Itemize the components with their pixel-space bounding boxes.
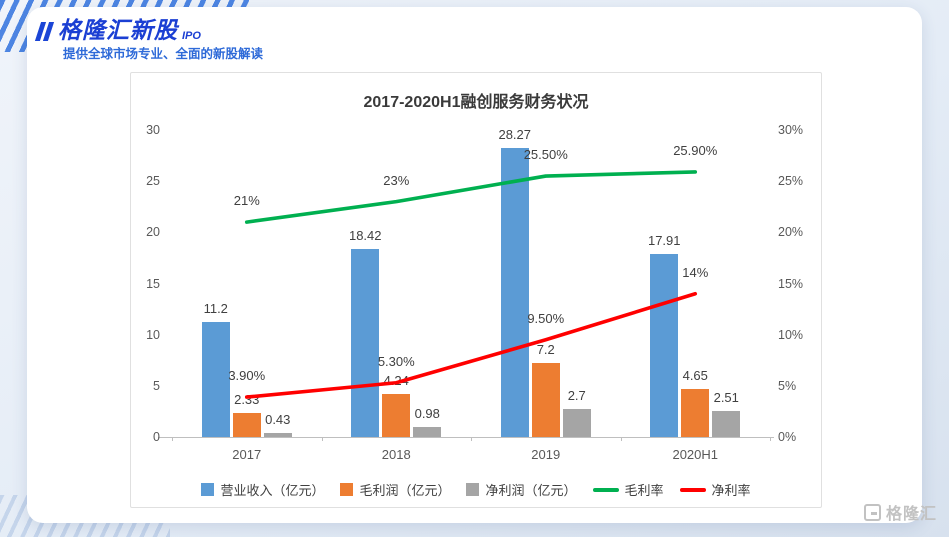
bar-revenue-2018	[351, 248, 380, 437]
gelonghui-logo-icon	[863, 503, 881, 521]
bar-gross-profit-2017	[232, 413, 261, 437]
line-value-label: 5.30%	[377, 353, 415, 369]
right-axis-tick-label: 30%	[778, 123, 804, 137]
x-axis-tick	[172, 437, 173, 441]
bar-value-label: 2.33	[234, 392, 260, 408]
legend-item: 毛利率	[592, 480, 664, 499]
chart-title: 2017-2020H1融创服务财务状况	[363, 94, 589, 111]
line-value-label: 25.50%	[523, 147, 568, 163]
bar-value-label: 0.98	[414, 405, 440, 421]
brand-sublabel: IPO	[182, 30, 201, 42]
legend-label: 营业收入（亿元）	[220, 483, 325, 498]
x-axis-tick	[471, 437, 472, 441]
left-axis-tick-label: 10	[146, 327, 160, 342]
right-axis-tick-label: 20%	[778, 225, 804, 240]
legend-swatch-icon	[340, 483, 354, 496]
left-axis-tick-label: 0	[153, 430, 160, 444]
line-value-label: 14%	[682, 264, 709, 280]
bar-value-label: 7.2	[536, 342, 555, 358]
watermark: 格隆汇	[863, 500, 937, 524]
bar-value-label: 0.43	[265, 411, 291, 427]
left-axis-tick-label: 30	[146, 123, 160, 137]
bar-gross-profit-2018	[382, 393, 411, 437]
line-value-label: 23%	[383, 172, 410, 188]
x-axis-tick	[321, 437, 323, 441]
category-label: 2019	[531, 447, 561, 462]
legend-label: 毛利率	[624, 483, 664, 498]
right-axis-tick-label: 15%	[778, 276, 804, 291]
bar-value-label: 2.7	[567, 388, 586, 404]
bar-value-label: 2.51	[713, 390, 739, 406]
right-axis-tick-label: 5%	[778, 378, 797, 393]
bar-value-label: 28.27	[498, 126, 532, 142]
left-axis-tick-label: 25	[146, 174, 160, 189]
bar-value-label: 11.2	[203, 301, 228, 317]
bar-value-label: 4.65	[682, 368, 708, 384]
bar-net-profit-2020H1	[712, 411, 741, 437]
legend-item: 净利润（亿元）	[466, 480, 577, 499]
right-axis-tick-label: 25%	[778, 174, 804, 189]
chart-legend: 营业收入（亿元） 毛利润（亿元） 净利润（亿元） 毛利率 净利率	[130, 480, 822, 499]
bar-revenue-2017	[201, 322, 230, 437]
legend-swatch-icon	[201, 483, 215, 496]
bar-value-label: 4.24	[383, 372, 409, 388]
line-value-label: 9.50%	[527, 310, 565, 326]
bar-value-label: 18.42	[348, 227, 382, 243]
right-axis-tick-label: 0%	[778, 430, 797, 444]
left-axis-tick-label: 15	[146, 276, 160, 291]
left-axis-tick-label: 20	[146, 225, 160, 240]
x-axis-tick	[770, 437, 771, 441]
line-value-label: 21%	[233, 193, 260, 209]
bar-net-profit-2017	[263, 432, 292, 437]
legend-label: 净利润（亿元）	[485, 483, 577, 498]
legend-line-icon	[592, 487, 619, 492]
legend-label: 净利率	[711, 483, 751, 498]
brand-name: 格隆汇新股	[58, 17, 178, 43]
line-value-label: 3.90%	[228, 368, 266, 384]
legend-item: 毛利润（亿元）	[340, 480, 450, 499]
category-label: 2018	[381, 447, 411, 462]
x-axis-line	[158, 437, 774, 438]
bar-value-label: 17.91	[647, 232, 681, 248]
brand-logo: 格隆汇新股 IPO	[34, 11, 201, 45]
bar-revenue-2019	[500, 147, 529, 437]
bar-net-profit-2019	[562, 409, 591, 437]
x-axis-tick	[620, 437, 622, 441]
category-label: 2017	[232, 447, 262, 462]
legend-item: 净利率	[679, 480, 751, 499]
left-axis-tick-label: 5	[153, 378, 160, 393]
right-axis-tick-label: 10%	[778, 327, 804, 342]
bar-net-profit-2018	[413, 426, 442, 437]
watermark-text: 格隆汇	[885, 506, 937, 523]
category-label: 2020H1	[672, 447, 719, 462]
line-value-label: 25.90%	[673, 142, 718, 158]
legend-label: 毛利润（亿元）	[359, 483, 451, 498]
legend-item: 营业收入（亿元）	[201, 480, 324, 499]
legend-swatch-icon	[466, 483, 480, 496]
legend-line-icon	[679, 487, 706, 492]
bar-revenue-2020H1	[650, 253, 679, 437]
brand-tagline: 提供全球市场专业、全面的新股解读	[63, 47, 264, 61]
